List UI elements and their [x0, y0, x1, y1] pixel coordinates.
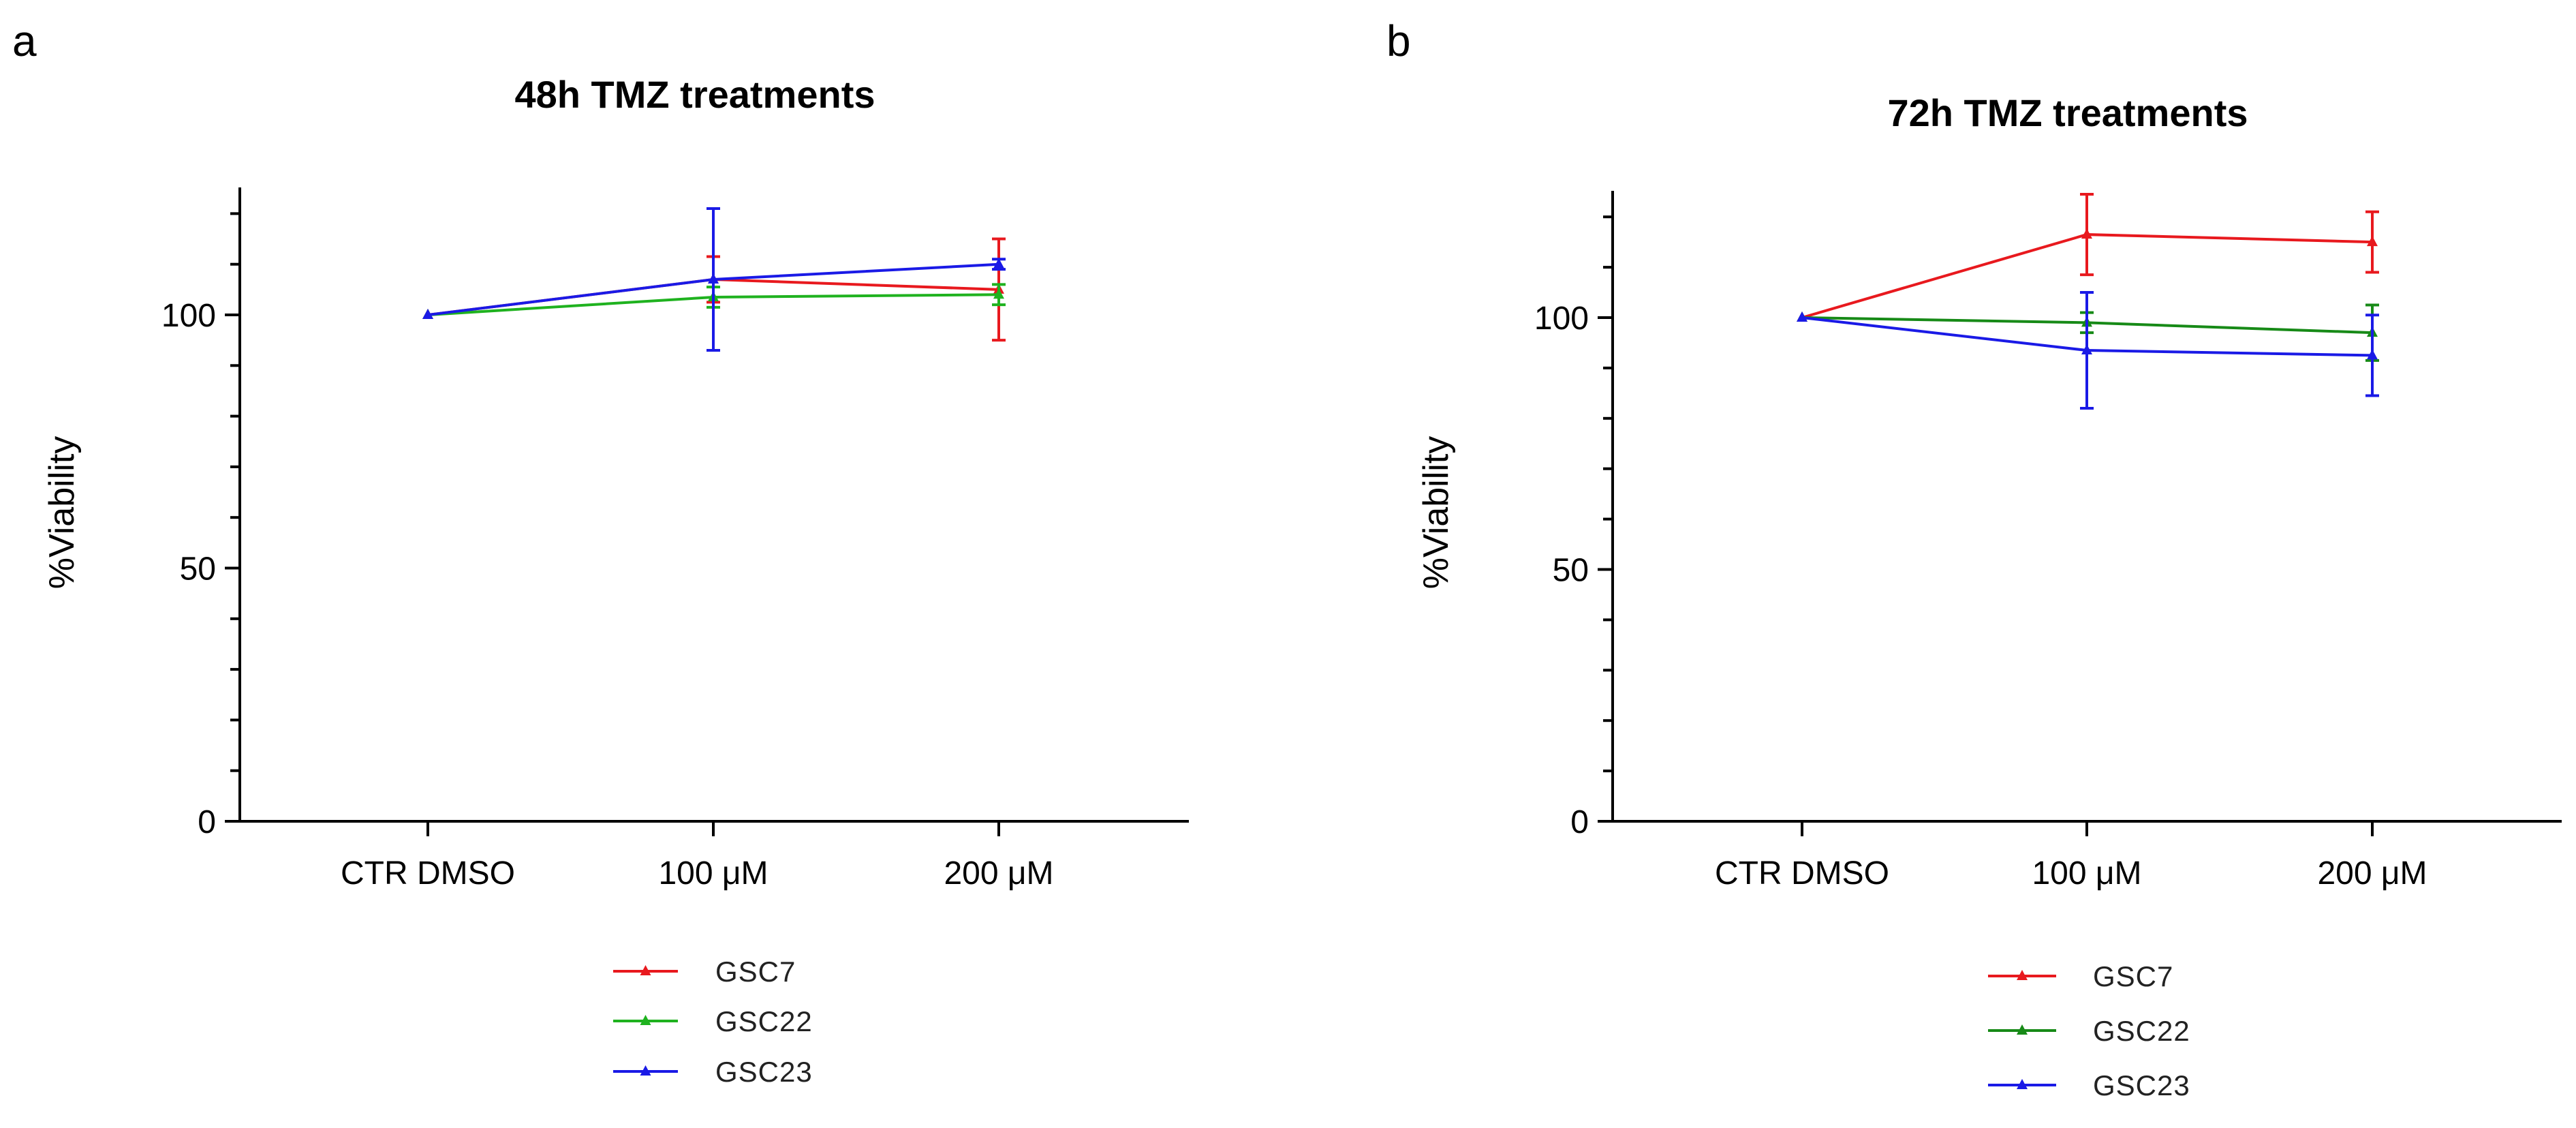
y-tick-label-b-50: 50: [1553, 553, 1589, 589]
marker-gsc23-a-1: [708, 273, 719, 284]
legend-b: GSC7 GSC22 GSC23: [1988, 960, 2190, 1101]
legend-label-gsc7-b: GSC7: [2093, 960, 2173, 992]
legend-label-gsc23-a: GSC23: [715, 1056, 813, 1088]
series-gsc23-a: [422, 207, 1006, 352]
x-tick-label-b-100-m: 100 μM: [2032, 855, 2141, 891]
legend-marker-gsc7-b: [2017, 970, 2028, 980]
x-tick-label-a-200-m: 200 μM: [944, 855, 1053, 891]
series-gsc23-b: [1797, 291, 2379, 410]
marker-gsc7-b-1: [2081, 228, 2092, 239]
y-axis-label-a: %Viability: [42, 436, 82, 589]
legend-item-gsc23-b: GSC23: [1988, 1069, 2190, 1101]
legend-label-gsc7-a: GSC7: [715, 956, 796, 988]
x-tick-label-a-ctr-dmso: CTR DMSO: [341, 855, 515, 891]
plot-area-b: 0 50 100 CTR DMSO 100 μM 200 μM: [1534, 191, 2562, 891]
marker-gsc23-a-2: [993, 258, 1004, 269]
legend-item-gsc22-b: GSC22: [1988, 1015, 2190, 1047]
legend-item-gsc7-a: GSC7: [613, 956, 796, 988]
x-tick-label-a-100-m: 100 μM: [658, 855, 768, 891]
marker-gsc22-a-2: [993, 288, 1004, 299]
panel-letter-a: a: [12, 16, 37, 65]
legend-label-gsc22-a: GSC22: [715, 1005, 813, 1037]
legend-item-gsc23-a: GSC23: [613, 1056, 813, 1088]
legend-marker-gsc22-a: [640, 1015, 651, 1025]
legend-a: GSC7 GSC22 GSC23: [613, 956, 813, 1088]
chart-title-b: 72h TMZ treatments: [1888, 91, 2248, 134]
plot-area-a: 0 50 100 CTR DMSO 100 μM 200 μM: [161, 187, 1189, 891]
y-axis-label-b: %Viability: [1416, 436, 1456, 589]
chart-panel-b: b 72h TMZ treatments %Viability 0 50 100 CT…: [1386, 16, 2562, 1101]
y-tick-label-b-100: 100: [1534, 301, 1589, 337]
x-tick-label-b-ctr-dmso: CTR DMSO: [1715, 855, 1889, 891]
panel-letter-b: b: [1386, 16, 1411, 65]
y-tick-label-a-50: 50: [180, 551, 216, 588]
marker-gsc7-b-2: [2367, 236, 2378, 247]
marker-gsc23-a-0: [422, 309, 433, 319]
legend-marker-gsc22-b: [2017, 1024, 2028, 1035]
legend-label-gsc22-b: GSC22: [2093, 1015, 2190, 1047]
legend-label-gsc23-b: GSC23: [2093, 1069, 2190, 1101]
marker-gsc23-b-0: [1797, 311, 1807, 322]
legend-item-gsc22-a: GSC22: [613, 1005, 813, 1037]
legend-item-gsc7-b: GSC7: [1988, 960, 2173, 992]
y-tick-label-a-100: 100: [161, 298, 216, 334]
legend-marker-gsc23-a: [640, 1065, 651, 1076]
y-tick-label-b-0: 0: [1570, 804, 1589, 840]
marker-gsc23-b-2: [2367, 349, 2378, 360]
legend-marker-gsc23-b: [2017, 1079, 2028, 1089]
x-tick-label-b-200-m: 200 μM: [2317, 855, 2427, 891]
chart-title-a: 48h TMZ treatments: [515, 73, 875, 116]
marker-gsc23-b-1: [2081, 344, 2092, 355]
chart-panel-a: a 48h TMZ treatments %Viability 0 50 100 CT…: [12, 16, 1189, 1088]
y-tick-label-a-0: 0: [198, 804, 216, 840]
legend-marker-gsc7-a: [640, 965, 651, 975]
